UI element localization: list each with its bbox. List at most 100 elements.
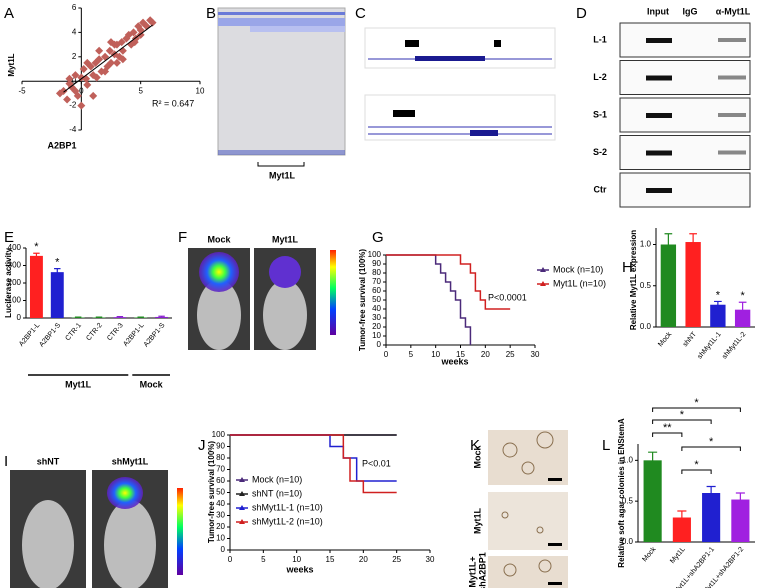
error-bar	[677, 510, 687, 525]
y-tick-label: 0	[17, 313, 22, 322]
error-bar	[158, 315, 165, 318]
imaging-f: Mock Myt1L	[188, 234, 336, 350]
gel-lane	[619, 172, 751, 208]
annotation: P<0.01	[362, 458, 391, 468]
point	[79, 65, 88, 73]
y-tick-label: 0.0	[622, 537, 634, 546]
error-bar	[137, 316, 144, 318]
x-tick-label: 25	[392, 555, 401, 564]
image-label: Myt1L	[272, 234, 299, 244]
significance: *	[716, 289, 721, 301]
image-label: Mock	[207, 234, 231, 244]
bracket	[652, 407, 741, 412]
gel-row-label: S-2	[593, 147, 607, 157]
error-bar	[54, 268, 61, 276]
group-label: Myt1L	[65, 379, 92, 389]
point	[118, 55, 127, 64]
category-label: Mock	[657, 331, 673, 349]
micrograph-label: shA2BP1	[477, 552, 487, 588]
point	[148, 18, 157, 27]
y-tick-label: 70	[372, 277, 381, 286]
y-tick-label: 0.5	[640, 281, 652, 290]
category-label: shMyt1L-2	[721, 331, 747, 361]
panel-letter: E	[4, 229, 14, 246]
gel-band	[646, 38, 672, 43]
bar	[50, 272, 64, 318]
y-axis-label: Myt1L	[7, 53, 16, 76]
point	[107, 58, 115, 67]
y-axis-label: Relative soft agar colonies in ENStemA	[617, 418, 626, 568]
annotation: P<0.0001	[488, 292, 527, 302]
y-axis-label: Tumor-free survival (100%)	[207, 441, 216, 543]
point	[117, 38, 126, 47]
category-label: CTR-1	[64, 322, 83, 342]
y-tick-label: -2	[69, 101, 77, 110]
legend-label: Mock (n=10)	[553, 264, 603, 274]
gel-row-label: Ctr	[594, 184, 607, 194]
category-label: CTR-2	[85, 322, 104, 342]
y-tick-label: 100	[212, 430, 226, 439]
gel-band	[718, 38, 746, 42]
panel-letter: C	[355, 5, 366, 22]
panel-letter: A	[4, 5, 14, 22]
y-tick-label: 60	[372, 286, 381, 295]
y-axis-label: Tumor-free survival (100%)	[358, 249, 367, 351]
y-tick-label: 100	[8, 296, 22, 305]
category-label: A2BP1-S	[143, 322, 167, 349]
point	[101, 67, 110, 76]
annotation: R² = 0.647	[152, 98, 194, 108]
y-tick-label: 4	[72, 28, 77, 37]
bracket-label: *	[709, 436, 714, 448]
x-tick-label: 5	[138, 86, 143, 95]
bar	[734, 309, 751, 327]
point	[83, 58, 92, 67]
y-tick-label: 40	[216, 499, 225, 508]
x-tick-label: 20	[359, 555, 368, 564]
survival-line	[230, 434, 397, 494]
point	[63, 95, 72, 104]
x-tick-label: 20	[481, 350, 490, 359]
survival-line	[386, 254, 472, 345]
legend-marker	[540, 281, 546, 286]
error-bar	[116, 316, 124, 318]
point	[105, 46, 114, 55]
point	[95, 46, 104, 55]
category-label: A2BP1-S	[38, 322, 62, 349]
y-tick-label: 10	[216, 534, 225, 543]
bar	[702, 493, 721, 542]
bracket-label: *	[680, 409, 685, 421]
y-tick-label: 50	[372, 295, 381, 304]
error-bar	[714, 300, 722, 309]
panel-letter: H	[622, 259, 633, 276]
micrograph-label: Myt1L+	[467, 556, 477, 587]
y-tick-label: -4	[69, 125, 77, 134]
gel-column-label: α-Myt1L	[716, 6, 751, 16]
point	[92, 73, 101, 82]
point	[86, 62, 95, 71]
x-tick-label: 15	[326, 555, 335, 564]
y-tick-label: 90	[372, 259, 381, 268]
y-axis-label: Luciferase activity	[4, 248, 13, 318]
point	[77, 101, 86, 110]
bracket-label: *	[694, 397, 699, 409]
error-bar	[33, 252, 40, 259]
y-tick-label: 2	[72, 52, 77, 61]
error-bar	[735, 492, 745, 507]
y-tick-label: 1.0	[622, 455, 634, 464]
error-bar	[689, 233, 697, 251]
gel-column-label: Input	[647, 6, 669, 16]
y-tick-label: 0.0	[640, 322, 652, 331]
gel-column-label: IgG	[683, 6, 698, 16]
legend-label: shMyt1L-1 (n=10)	[252, 502, 323, 512]
bracket	[681, 446, 741, 451]
bar	[710, 304, 726, 327]
error-bar	[648, 451, 658, 469]
x-tick-label: 0	[79, 86, 84, 95]
gel-band	[718, 150, 746, 155]
gel-band	[646, 188, 672, 193]
trendline	[63, 24, 153, 93]
x-axis-label: weeks	[285, 564, 313, 574]
y-tick-label: 0	[72, 76, 77, 85]
y-tick-label: 70	[216, 465, 225, 474]
